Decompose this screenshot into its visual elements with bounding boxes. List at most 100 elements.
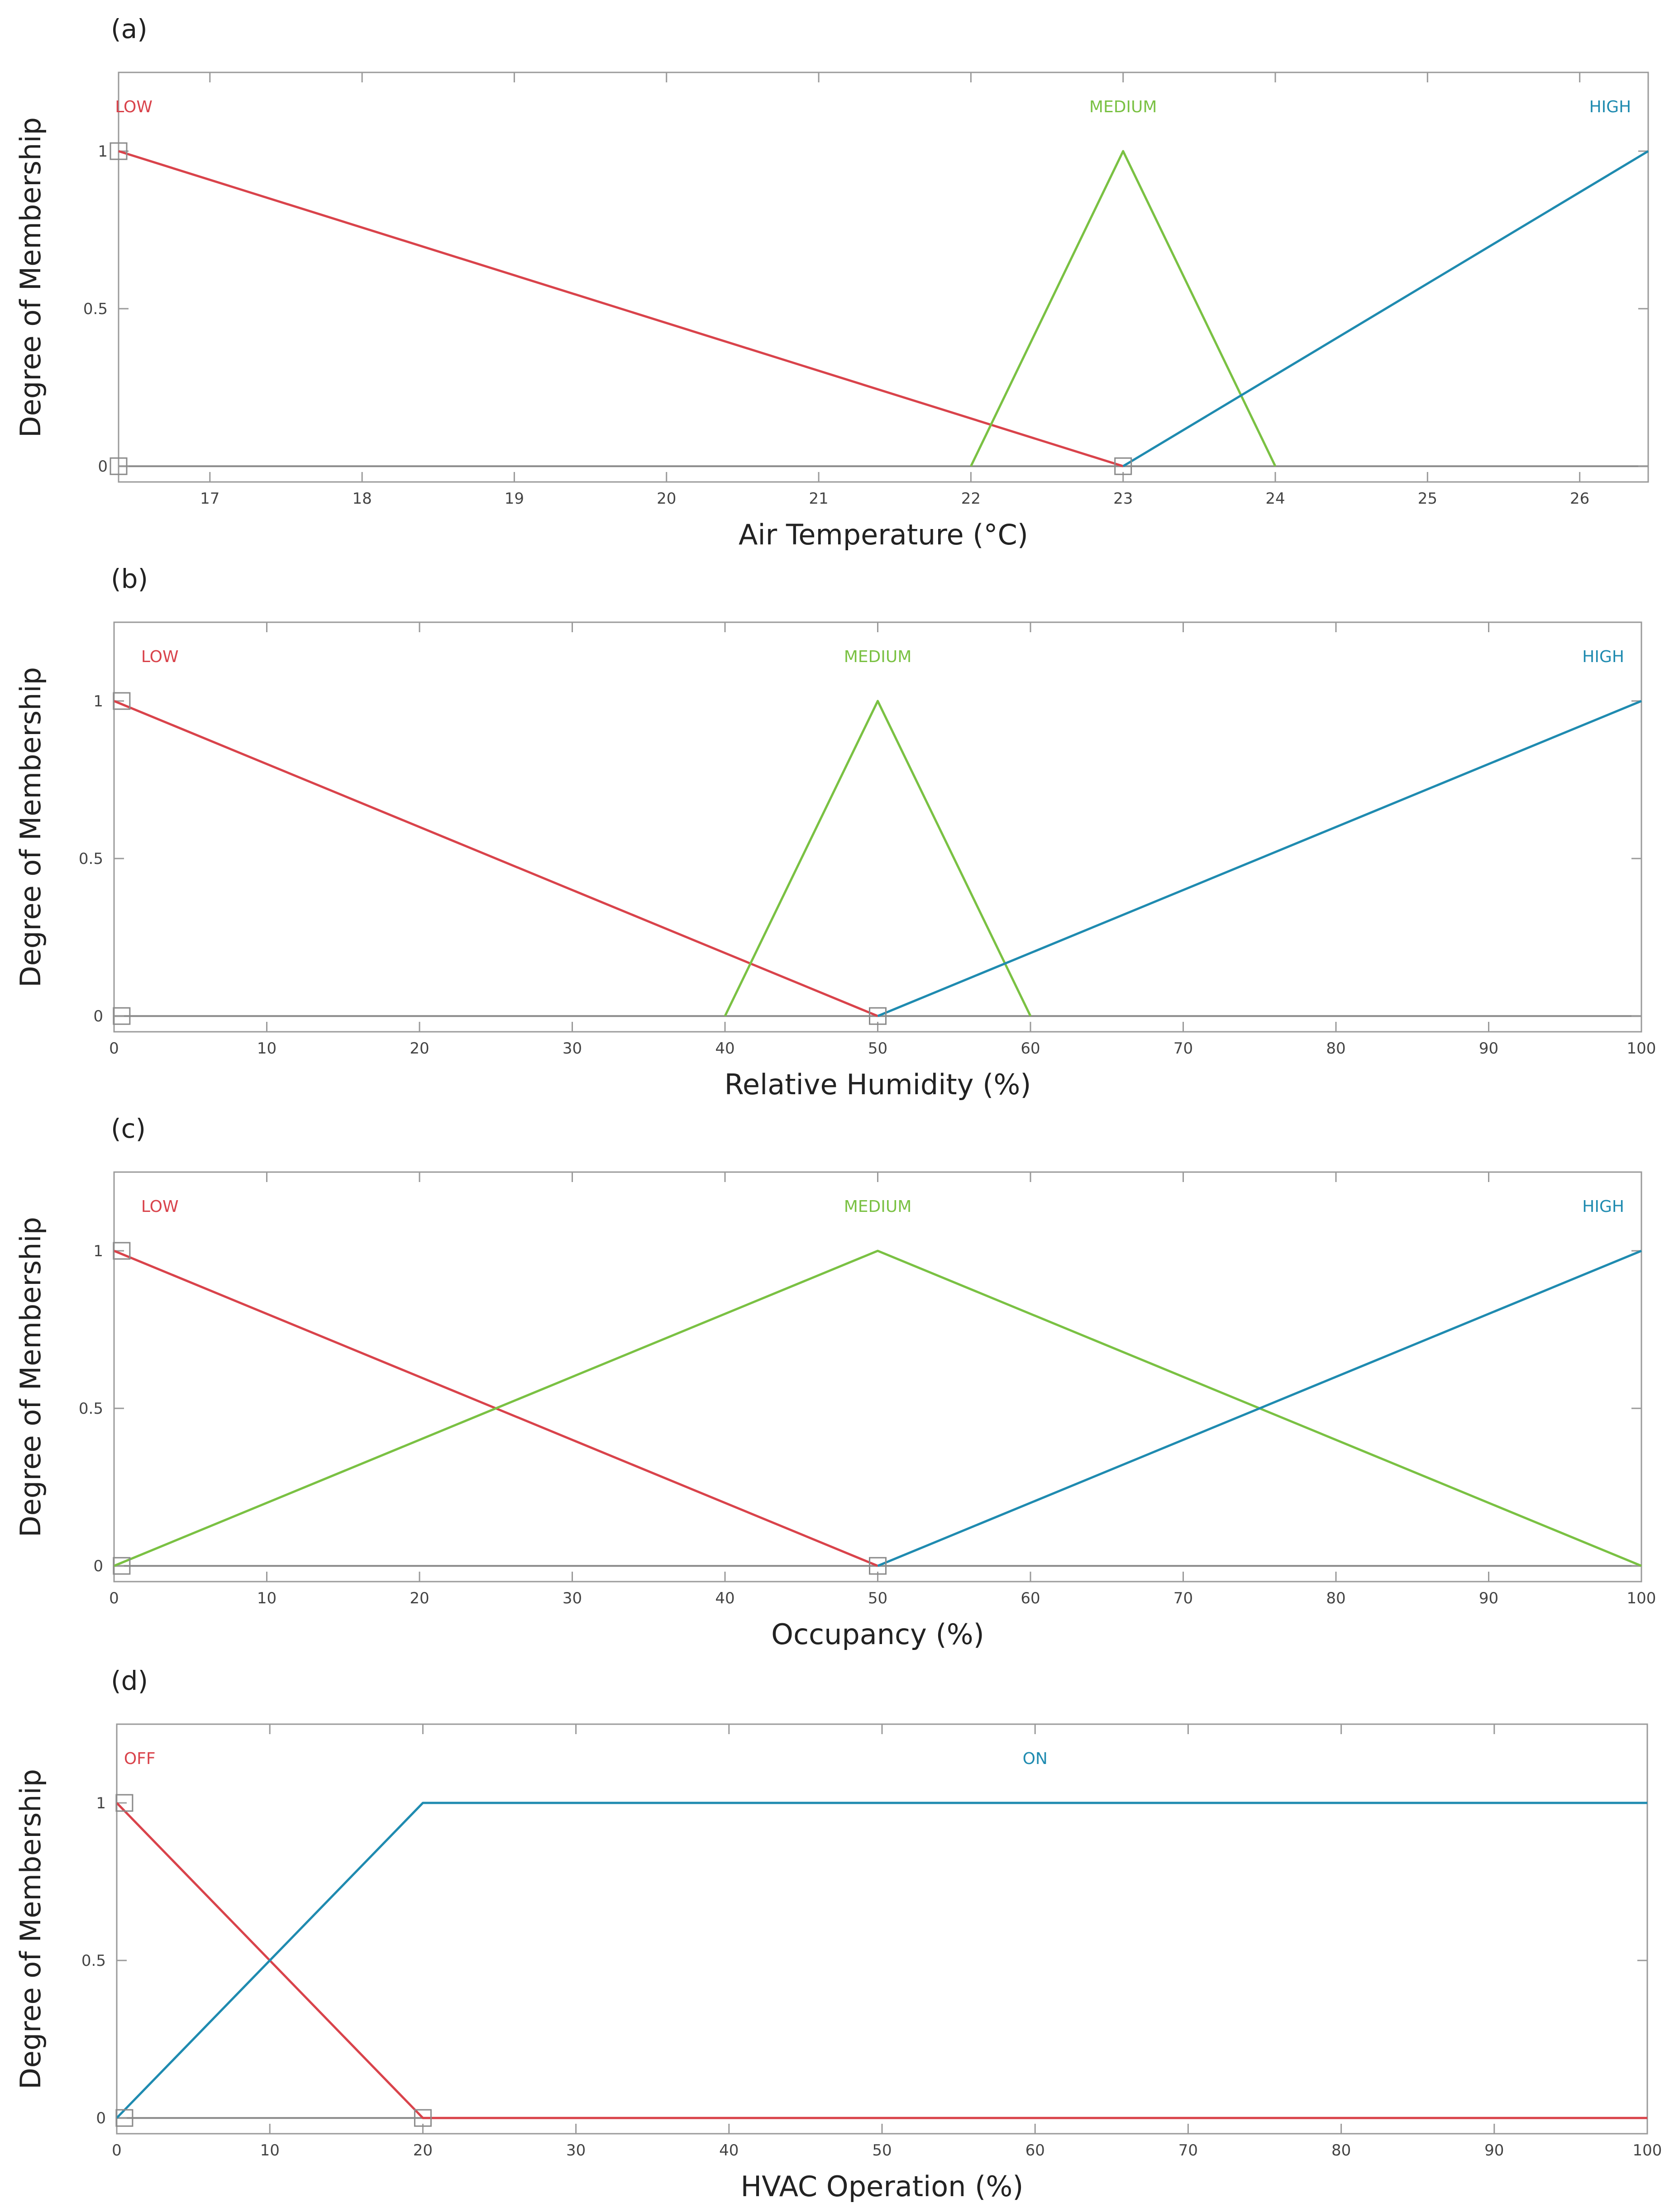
axes-frame — [116, 1723, 1648, 2135]
y-tick-label: 0 — [93, 1007, 103, 1025]
point-marker[interactable] — [414, 2109, 432, 2127]
x-tick-label: 70 — [1173, 1589, 1193, 1607]
point-marker[interactable] — [110, 142, 128, 160]
x-tick-label: 50 — [872, 2141, 892, 2160]
x-tick-label: 50 — [868, 1589, 887, 1607]
x-axis-label: HVAC Operation (%) — [740, 2170, 1024, 2203]
x-tick-label: 25 — [1418, 490, 1437, 508]
x-tick-label: 100 — [1627, 1589, 1656, 1607]
series-high-label: HIGH — [1582, 648, 1624, 666]
point-marker[interactable] — [115, 2109, 134, 2127]
series-on-line — [116, 1802, 1647, 2119]
series-medium-label: MEDIUM — [1089, 98, 1157, 116]
point-marker[interactable] — [113, 1242, 131, 1260]
series-on-label: ON — [1023, 1750, 1048, 1768]
y-tick-label: 0.5 — [81, 1952, 106, 1970]
x-tick-label: 100 — [1633, 2141, 1662, 2160]
x-tick-label: 22 — [961, 490, 981, 508]
x-tick-label: 40 — [719, 2141, 739, 2160]
x-tick-label: 70 — [1178, 2141, 1198, 2160]
y-tick-label: 0.5 — [79, 850, 103, 868]
y-tick-label: 1 — [93, 1242, 103, 1260]
x-axis-label: Air Temperature (°C) — [739, 518, 1028, 551]
point-marker[interactable] — [869, 1007, 887, 1025]
x-axis-label: Relative Humidity (%) — [724, 1068, 1031, 1101]
point-marker[interactable] — [113, 1007, 131, 1025]
x-tick-label: 60 — [1025, 2141, 1045, 2160]
x-axis-label: Occupancy (%) — [771, 1618, 984, 1651]
x-tick-label: 10 — [260, 2141, 280, 2160]
x-tick-label: 18 — [352, 490, 372, 508]
x-tick-label: 10 — [257, 1589, 277, 1607]
y-tick-label: 0.5 — [83, 300, 108, 318]
point-marker[interactable] — [869, 1557, 887, 1575]
series-low-label: LOW — [141, 648, 179, 666]
x-tick-label: 60 — [1021, 1039, 1040, 1058]
x-tick-label: 30 — [566, 2141, 586, 2160]
series-medium-line — [114, 1249, 1642, 1567]
panel-label: (c) — [111, 1113, 146, 1144]
x-tick-label: 20 — [657, 490, 676, 508]
series-medium-line — [724, 700, 1032, 1017]
x-tick-label: 0 — [109, 1039, 119, 1058]
x-tick-label: 24 — [1265, 490, 1285, 508]
x-tick-label: 30 — [563, 1039, 582, 1058]
series-high-line — [877, 700, 1642, 1017]
x-tick-label: 40 — [715, 1039, 734, 1058]
series-low-label: LOW — [115, 98, 153, 116]
y-tick-label: 0 — [96, 2109, 106, 2127]
point-marker[interactable] — [110, 457, 128, 475]
y-tick-label: 1 — [98, 143, 108, 161]
series-low-line — [118, 150, 1124, 467]
x-tick-label: 21 — [809, 490, 828, 508]
series-medium-line — [970, 150, 1277, 467]
point-marker[interactable] — [113, 692, 131, 710]
series-medium-label: MEDIUM — [844, 648, 912, 666]
x-tick-label: 80 — [1331, 2141, 1351, 2160]
series-low-label: LOW — [141, 1197, 179, 1216]
point-marker[interactable] — [115, 1794, 134, 1812]
point-marker[interactable] — [1114, 457, 1132, 475]
y-tick-label: 0.5 — [79, 1400, 103, 1418]
axes-frame — [118, 72, 1649, 483]
series-medium-label: MEDIUM — [844, 1197, 912, 1216]
x-tick-label: 50 — [868, 1039, 887, 1058]
panel-label: (d) — [111, 1665, 148, 1696]
series-off-line — [116, 1802, 1647, 2119]
panel-label: (b) — [111, 563, 148, 594]
x-tick-label: 100 — [1627, 1039, 1656, 1058]
x-tick-label: 40 — [715, 1589, 734, 1607]
x-tick-label: 70 — [1173, 1039, 1193, 1058]
x-tick-label: 0 — [109, 1589, 119, 1607]
x-tick-label: 90 — [1484, 2141, 1504, 2160]
x-tick-label: 80 — [1326, 1589, 1345, 1607]
series-off-label: OFF — [124, 1750, 156, 1768]
point-marker[interactable] — [113, 1557, 131, 1575]
x-tick-label: 0 — [112, 2141, 122, 2160]
y-tick-label: 1 — [96, 1794, 106, 1812]
x-tick-label: 20 — [410, 1589, 429, 1607]
x-tick-label: 90 — [1479, 1039, 1498, 1058]
x-tick-label: 90 — [1479, 1589, 1498, 1607]
panel-label: (a) — [111, 14, 148, 44]
x-tick-label: 60 — [1021, 1589, 1040, 1607]
series-high-line — [877, 1249, 1642, 1567]
x-tick-label: 30 — [563, 1589, 582, 1607]
x-tick-label: 80 — [1326, 1039, 1345, 1058]
x-tick-label: 17 — [200, 490, 219, 508]
x-tick-label: 26 — [1570, 490, 1589, 508]
series-high-label: HIGH — [1589, 98, 1631, 116]
x-tick-label: 23 — [1113, 490, 1133, 508]
series-high-line — [1122, 150, 1649, 467]
x-tick-label: 19 — [505, 490, 524, 508]
series-high-label: HIGH — [1582, 1197, 1624, 1216]
